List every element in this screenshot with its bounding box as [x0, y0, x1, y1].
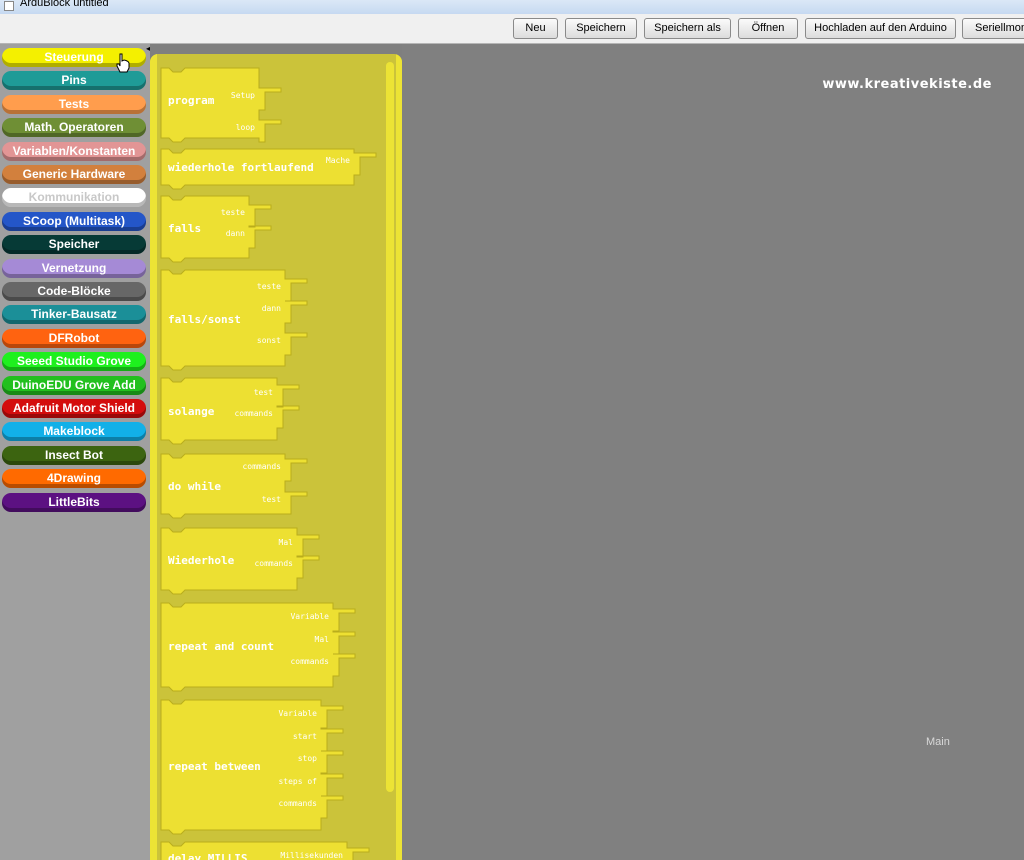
block-title: do while [168, 480, 221, 493]
app-icon [4, 1, 14, 11]
block-socket-label: stop [298, 754, 317, 763]
block-socket-label: commands [242, 462, 281, 471]
window-title: ArduBlock untitled [20, 0, 109, 9]
code-block[interactable]: solange test commands [160, 377, 300, 445]
collapse-arrow-icon[interactable]: ◂ [146, 44, 151, 53]
block-socket-label: commands [278, 799, 317, 808]
code-block[interactable]: falls teste dann [160, 195, 272, 263]
category-button[interactable]: SCoop (Multitask) [2, 211, 146, 231]
block-socket-label: Variable [290, 612, 329, 621]
category-button[interactable]: Speicher [2, 235, 146, 255]
window-titlebar: ArduBlock untitled [0, 0, 1024, 14]
category-button[interactable]: Kommunikation [2, 188, 146, 208]
drawer-edge [150, 54, 157, 860]
block-socket-label: test [262, 495, 281, 504]
serial-monitor-button[interactable]: Seriellmoni [962, 18, 1024, 39]
block-title: Wiederhole [168, 554, 235, 567]
category-button[interactable]: LittleBits [2, 492, 146, 512]
category-button[interactable]: Tinker-Bausatz [2, 305, 146, 325]
block-socket-label: sonst [257, 336, 281, 345]
code-block[interactable]: repeat between Variable start stop steps of c… [160, 699, 344, 835]
block-title: falls [168, 222, 201, 235]
block-list: program Setup loop wiederhole fortlaufend Ma… [160, 67, 377, 860]
code-block[interactable]: delay MILLIS Millisekunden [160, 841, 370, 860]
block-title: repeat and count [168, 640, 274, 653]
code-block[interactable]: falls/sonst teste dann sonst [160, 269, 308, 371]
block-socket-label: commands [254, 559, 293, 568]
block-title: program [168, 94, 215, 107]
block-title: solange [168, 405, 215, 418]
category-button[interactable]: Variablen/Konstanten [2, 141, 146, 161]
workspace-canvas[interactable]: www.kreativekiste.de Main [402, 44, 1024, 860]
block-socket-label: Millisekunden [280, 851, 343, 860]
category-button[interactable]: Generic Hardware [2, 165, 146, 184]
save-button[interactable]: Speichern [565, 18, 637, 39]
block-socket-label: Mal [315, 635, 330, 644]
block-title: falls/sonst [168, 313, 241, 326]
upload-to-arduino-button[interactable]: Hochladen auf den Arduino [805, 18, 956, 39]
block-socket-label: test [254, 388, 273, 397]
block-title: wiederhole fortlaufend [168, 161, 314, 174]
block-socket-label: loop [236, 123, 255, 132]
block-socket-label: Setup [231, 91, 255, 100]
toolbar: Neu Speichern Speichern als Öffnen Hochl… [0, 14, 1024, 44]
category-button[interactable]: Adafruit Motor Shield [2, 399, 146, 418]
category-button[interactable]: Insect Bot [2, 445, 146, 465]
open-button[interactable]: Öffnen [738, 18, 798, 39]
code-block[interactable]: wiederhole fortlaufend Mache [160, 148, 377, 190]
code-block[interactable]: Wiederhole Mal commands [160, 527, 320, 595]
block-socket-label: Mal [279, 538, 294, 547]
block-socket-label: teste [257, 282, 281, 291]
block-socket-label: commands [234, 409, 273, 418]
category-button[interactable]: DuinoEDU Grove Add [2, 375, 146, 395]
category-button[interactable]: Steuerung [2, 48, 146, 67]
category-button[interactable]: 4Drawing [2, 469, 146, 489]
canvas-page-label: Main [926, 736, 950, 748]
category-button[interactable]: Code-Blöcke [2, 282, 146, 301]
block-category-palette: Steuerung Pins Tests Math. Operatoren Variab… [0, 44, 150, 860]
code-block[interactable]: repeat and count Variable Mal commands [160, 602, 356, 692]
block-socket-label: dann [226, 229, 245, 238]
block-socket-label: commands [290, 657, 329, 666]
block-socket-label: dann [262, 304, 281, 313]
category-button[interactable]: Math. Operatoren [2, 118, 146, 138]
block-socket-label: steps of [278, 777, 317, 786]
watermark: www.kreativekiste.de [822, 77, 992, 92]
category-button[interactable]: DFRobot [2, 328, 146, 348]
category-button[interactable]: Seeed Studio Grove [2, 352, 146, 372]
category-button[interactable]: Tests [2, 94, 146, 114]
drawer-edge [396, 54, 402, 860]
code-block[interactable]: program Setup loop [160, 67, 282, 143]
hand-cursor-icon [116, 53, 130, 73]
block-socket-label: start [293, 732, 317, 741]
category-button[interactable]: Pins [2, 71, 146, 91]
block-drawer: program Setup loop wiederhole fortlaufend Ma… [150, 54, 402, 860]
save-as-button[interactable]: Speichern als [644, 18, 731, 39]
category-button[interactable]: Vernetzung [2, 258, 146, 278]
block-socket-label: Variable [278, 709, 317, 718]
block-title: delay MILLIS [168, 852, 247, 860]
drawer-scrollbar[interactable] [386, 62, 394, 792]
category-button[interactable]: Makeblock [2, 422, 146, 442]
block-socket-label: Mache [326, 156, 350, 165]
block-title: repeat between [168, 760, 261, 773]
code-block[interactable]: do while commands test [160, 453, 308, 519]
new-button[interactable]: Neu [513, 18, 558, 39]
block-socket-label: teste [221, 208, 245, 217]
